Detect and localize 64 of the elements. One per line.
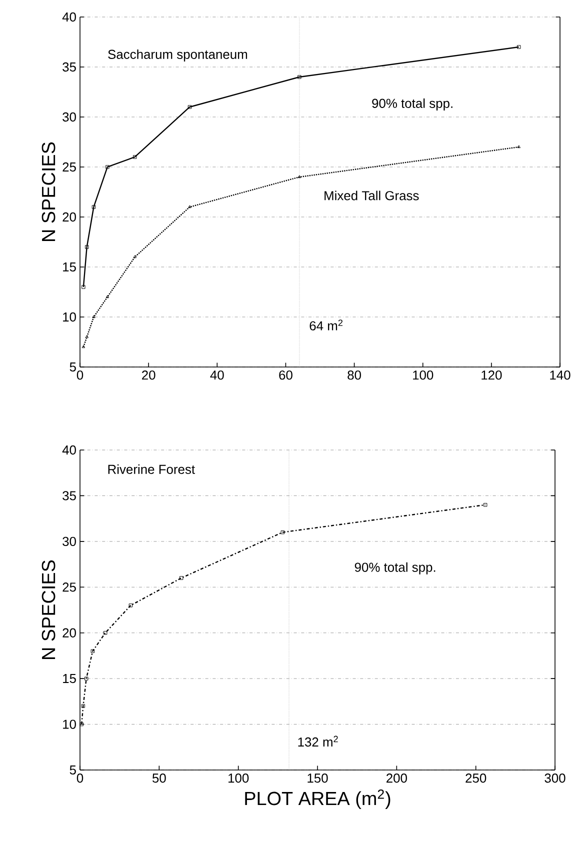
y-tick-label: 5 (70, 765, 76, 775)
y-tick-label: 40 (62, 445, 76, 455)
point (133, 155, 137, 159)
x-tick-label: 50 (152, 774, 166, 783)
y-axis-title: N SPECIES (42, 142, 56, 241)
point (298, 75, 302, 79)
y-tick-label: 30 (62, 112, 76, 122)
annotation: 90% total spp. (372, 98, 452, 111)
point (188, 105, 192, 109)
x-tick-label: 80 (348, 370, 361, 380)
y-tick-label: 15 (63, 674, 76, 684)
x-tick-label: 0 (76, 774, 84, 783)
annotation: 90% total spp. (354, 562, 436, 574)
point (80, 722, 84, 726)
y-tick-label: 20 (62, 628, 76, 638)
x-tick-label: 300 (544, 774, 566, 783)
y-tick-label: 15 (63, 262, 76, 272)
ref-line-label: 132 m$^{2}$ (298, 736, 338, 747)
x-axis-title: PLOT AREA (m$^{2}$) (245, 790, 390, 809)
point (280, 530, 285, 534)
point (85, 335, 88, 338)
text: Riverine Forest (108, 464, 195, 474)
point (84, 676, 88, 680)
y-tick-label: 25 (62, 582, 76, 592)
point (106, 165, 110, 169)
point (128, 604, 133, 608)
x-tick-label: 250 (466, 774, 486, 783)
text: Saccharum spontaneum (108, 49, 248, 62)
ref-line-label: 64 m$^{2}$ (310, 320, 342, 330)
x-tick-label: 0 (76, 370, 84, 380)
point (133, 255, 136, 258)
y-tick-label: 25 (62, 162, 76, 172)
point (517, 145, 520, 148)
x-tick-label: 200 (386, 774, 407, 783)
x-tick-label: 120 (482, 370, 502, 380)
y-axis-title: N SPECIES (42, 560, 56, 659)
x-tick-label: 20 (142, 370, 156, 380)
series-label: Mixed Tall Grass (324, 190, 419, 200)
point (188, 205, 192, 208)
point (92, 315, 96, 318)
x-tick-label: 100 (413, 370, 434, 380)
y-tick-label: 20 (62, 212, 76, 222)
y-tick-label: 35 (62, 491, 76, 500)
point (85, 245, 89, 249)
point (81, 704, 86, 708)
point (298, 175, 302, 178)
x-tick-label: 100 (228, 774, 249, 783)
y-tick-label: 35 (62, 62, 76, 72)
x-tick-label: 60 (279, 370, 292, 380)
y-tick-label: 10 (63, 720, 76, 729)
x-tick-label: 150 (308, 774, 328, 783)
point (82, 345, 86, 348)
y-tick-label: 40 (62, 12, 76, 22)
x-tick-label: 140 (550, 370, 570, 380)
x-tick-label: 40 (210, 370, 224, 380)
point (90, 649, 95, 653)
point (179, 576, 184, 580)
y-tick-label: 30 (62, 536, 76, 546)
point (106, 295, 110, 298)
point (103, 631, 108, 635)
y-tick-label: 10 (63, 312, 76, 322)
y-tick-label: 5 (70, 362, 76, 372)
point (483, 503, 488, 507)
point (92, 205, 96, 209)
